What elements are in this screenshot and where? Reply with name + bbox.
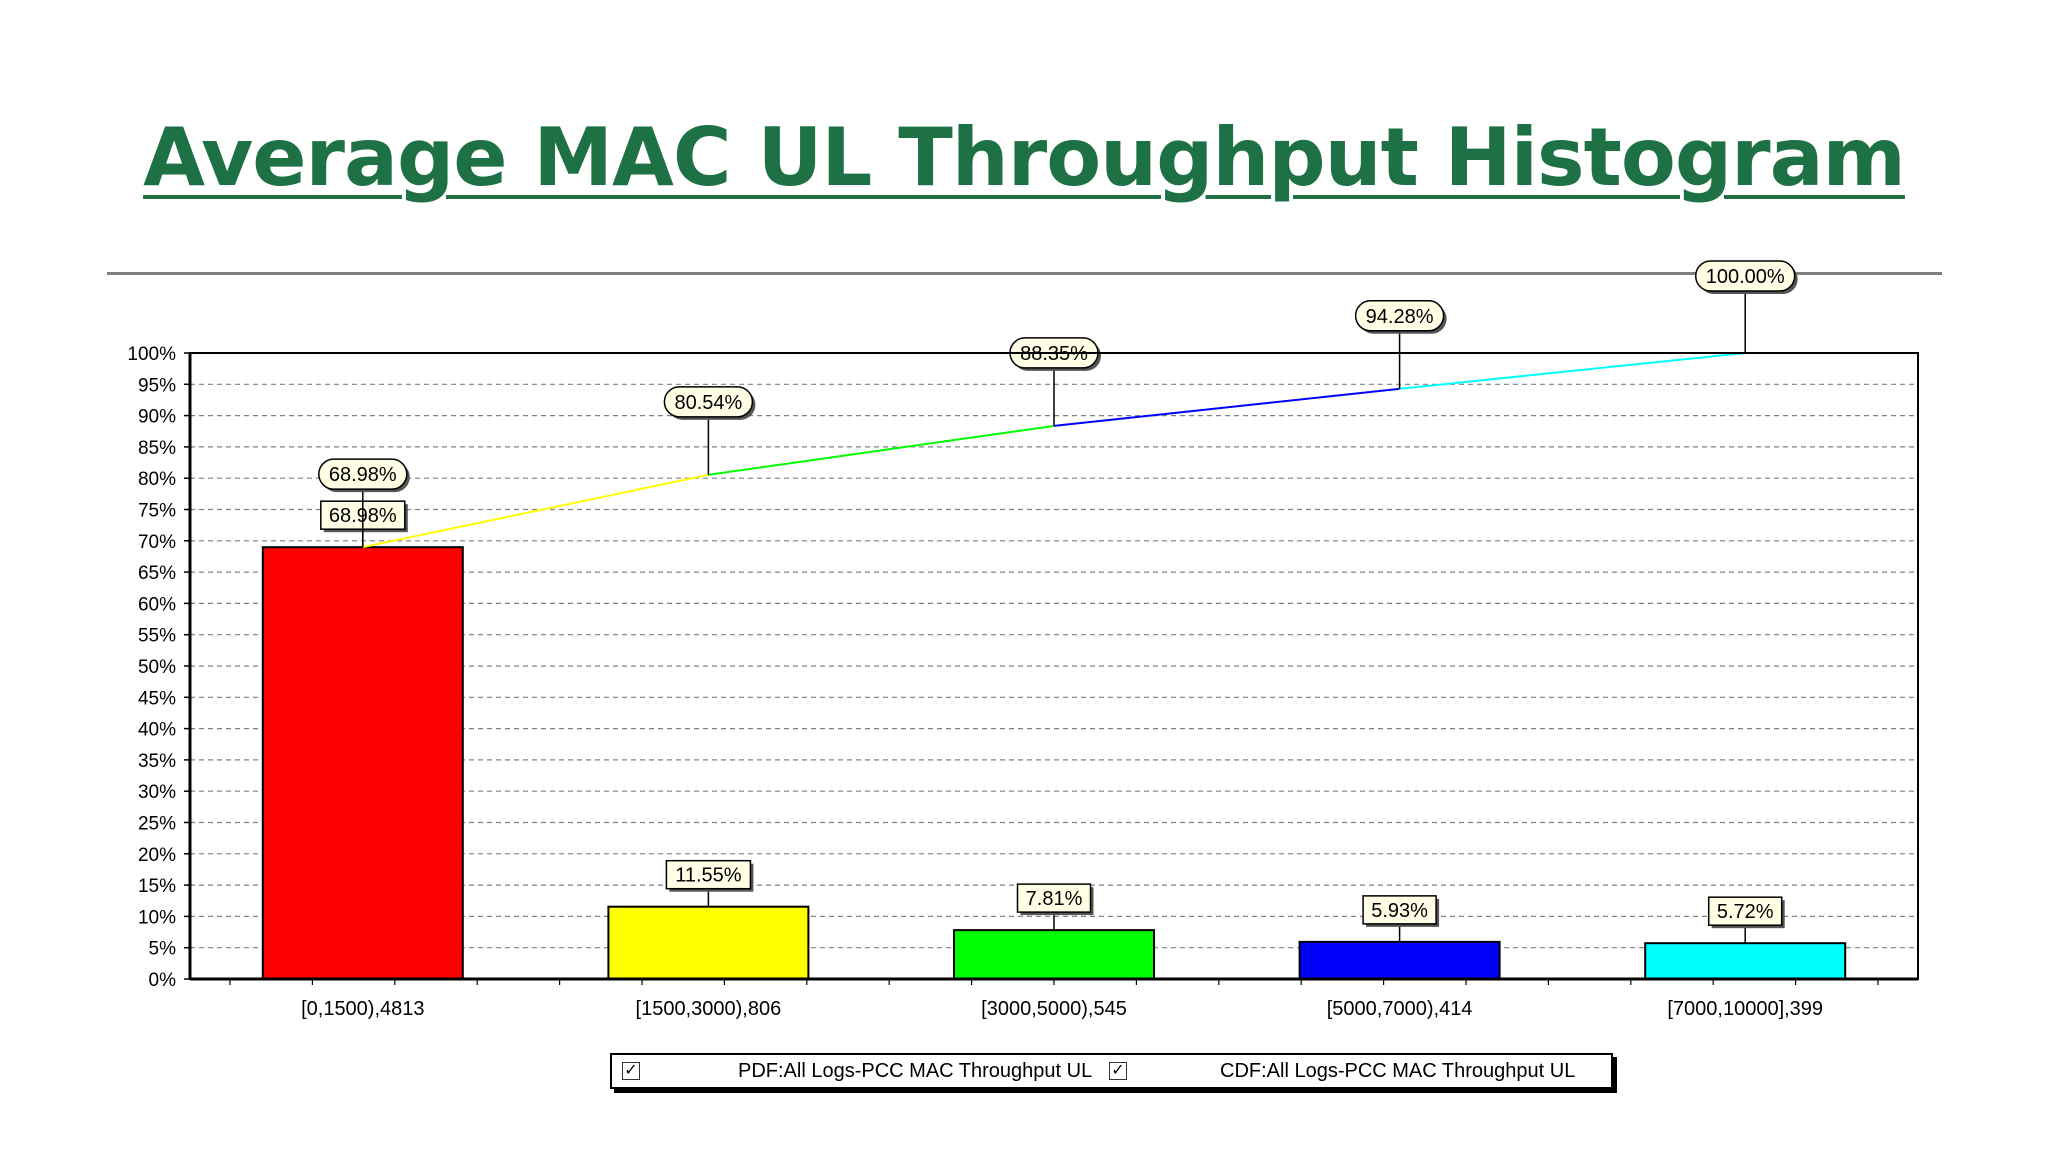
y-tick-label: 60% bbox=[138, 594, 176, 615]
x-category-label: [7000,10000],399 bbox=[1667, 998, 1823, 1020]
y-tick-label: 20% bbox=[138, 845, 176, 866]
cdf-data-label: 94.28% bbox=[1366, 306, 1434, 328]
bar-data-label: 11.55% bbox=[675, 865, 742, 887]
y-tick-label: 0% bbox=[149, 970, 177, 991]
y-tick-label: 50% bbox=[138, 657, 176, 678]
y-tick-label: 85% bbox=[138, 438, 176, 459]
cdf-data-label: 80.54% bbox=[674, 392, 742, 414]
y-tick-label: 10% bbox=[138, 907, 176, 928]
slide-title: Average MAC UL Throughput Histogram bbox=[143, 111, 1906, 204]
legend-item-pdf[interactable]: ✓ PDF:All Logs-PCC MAC Throughput UL bbox=[622, 1055, 1092, 1087]
y-tick-label: 25% bbox=[138, 814, 176, 835]
y-tick-label: 30% bbox=[138, 782, 176, 803]
bar bbox=[261, 546, 464, 980]
legend-label-cdf: CDF:All Logs-PCC MAC Throughput UL bbox=[1220, 1059, 1576, 1082]
x-category-label: [0,1500),4813 bbox=[301, 998, 424, 1020]
cdf-data-label: 68.98% bbox=[329, 464, 397, 486]
cdf-data-label: 100.00% bbox=[1706, 266, 1785, 288]
cdf-line-segment bbox=[362, 473, 709, 549]
bar-label-box bbox=[1016, 883, 1092, 913]
y-tick-label: 45% bbox=[138, 688, 176, 709]
y-tick-label: 65% bbox=[138, 563, 176, 584]
bar-data-label: 7.81% bbox=[1026, 888, 1083, 910]
y-tick-label: 100% bbox=[127, 344, 176, 365]
bar bbox=[1298, 940, 1501, 980]
cdf-line-segment bbox=[708, 424, 1055, 476]
y-tick-label: 95% bbox=[138, 375, 176, 396]
x-category-label: [5000,7000),414 bbox=[1327, 998, 1473, 1020]
bar-data-label: 5.93% bbox=[1371, 900, 1428, 922]
bar bbox=[607, 905, 810, 981]
cdf-line-segment bbox=[1399, 352, 1746, 390]
y-tick-label: 5% bbox=[149, 939, 177, 960]
y-tick-label: 15% bbox=[138, 876, 176, 897]
legend-item-cdf[interactable]: ✓ CDF:All Logs-PCC MAC Throughput UL bbox=[1109, 1055, 1575, 1087]
x-category-label: [1500,3000),806 bbox=[636, 998, 782, 1020]
cdf-line-segment bbox=[1053, 387, 1400, 427]
x-category-label: [3000,5000),545 bbox=[981, 998, 1127, 1020]
chart-legend: ✓ PDF:All Logs-PCC MAC Throughput UL ✓ C… bbox=[610, 1053, 1613, 1089]
cdf-label-box bbox=[318, 458, 408, 490]
title-divider bbox=[107, 272, 1942, 275]
bar bbox=[1644, 942, 1847, 981]
bar-label-box bbox=[1362, 895, 1437, 925]
y-tick-label: 55% bbox=[138, 626, 176, 647]
y-tick-label: 80% bbox=[138, 469, 176, 490]
y-tick-label: 70% bbox=[138, 532, 176, 553]
bar bbox=[953, 929, 1155, 980]
y-tick-label: 90% bbox=[138, 407, 176, 428]
cdf-label-box bbox=[1694, 260, 1796, 292]
y-tick-label: 35% bbox=[138, 751, 176, 772]
legend-label-pdf: PDF:All Logs-PCC MAC Throughput UL bbox=[738, 1059, 1093, 1082]
legend-checkbox-cdf[interactable]: ✓ bbox=[1109, 1062, 1127, 1080]
bar-label-box bbox=[665, 859, 752, 890]
legend-checkbox-pdf[interactable]: ✓ bbox=[622, 1062, 640, 1080]
bar-data-label: 5.72% bbox=[1717, 901, 1774, 923]
y-tick-label: 75% bbox=[138, 501, 176, 522]
y-tick-label: 40% bbox=[138, 720, 176, 741]
cdf-label-box bbox=[663, 386, 754, 418]
cdf-label-box bbox=[1354, 300, 1445, 332]
bar-label-box bbox=[1707, 896, 1783, 926]
